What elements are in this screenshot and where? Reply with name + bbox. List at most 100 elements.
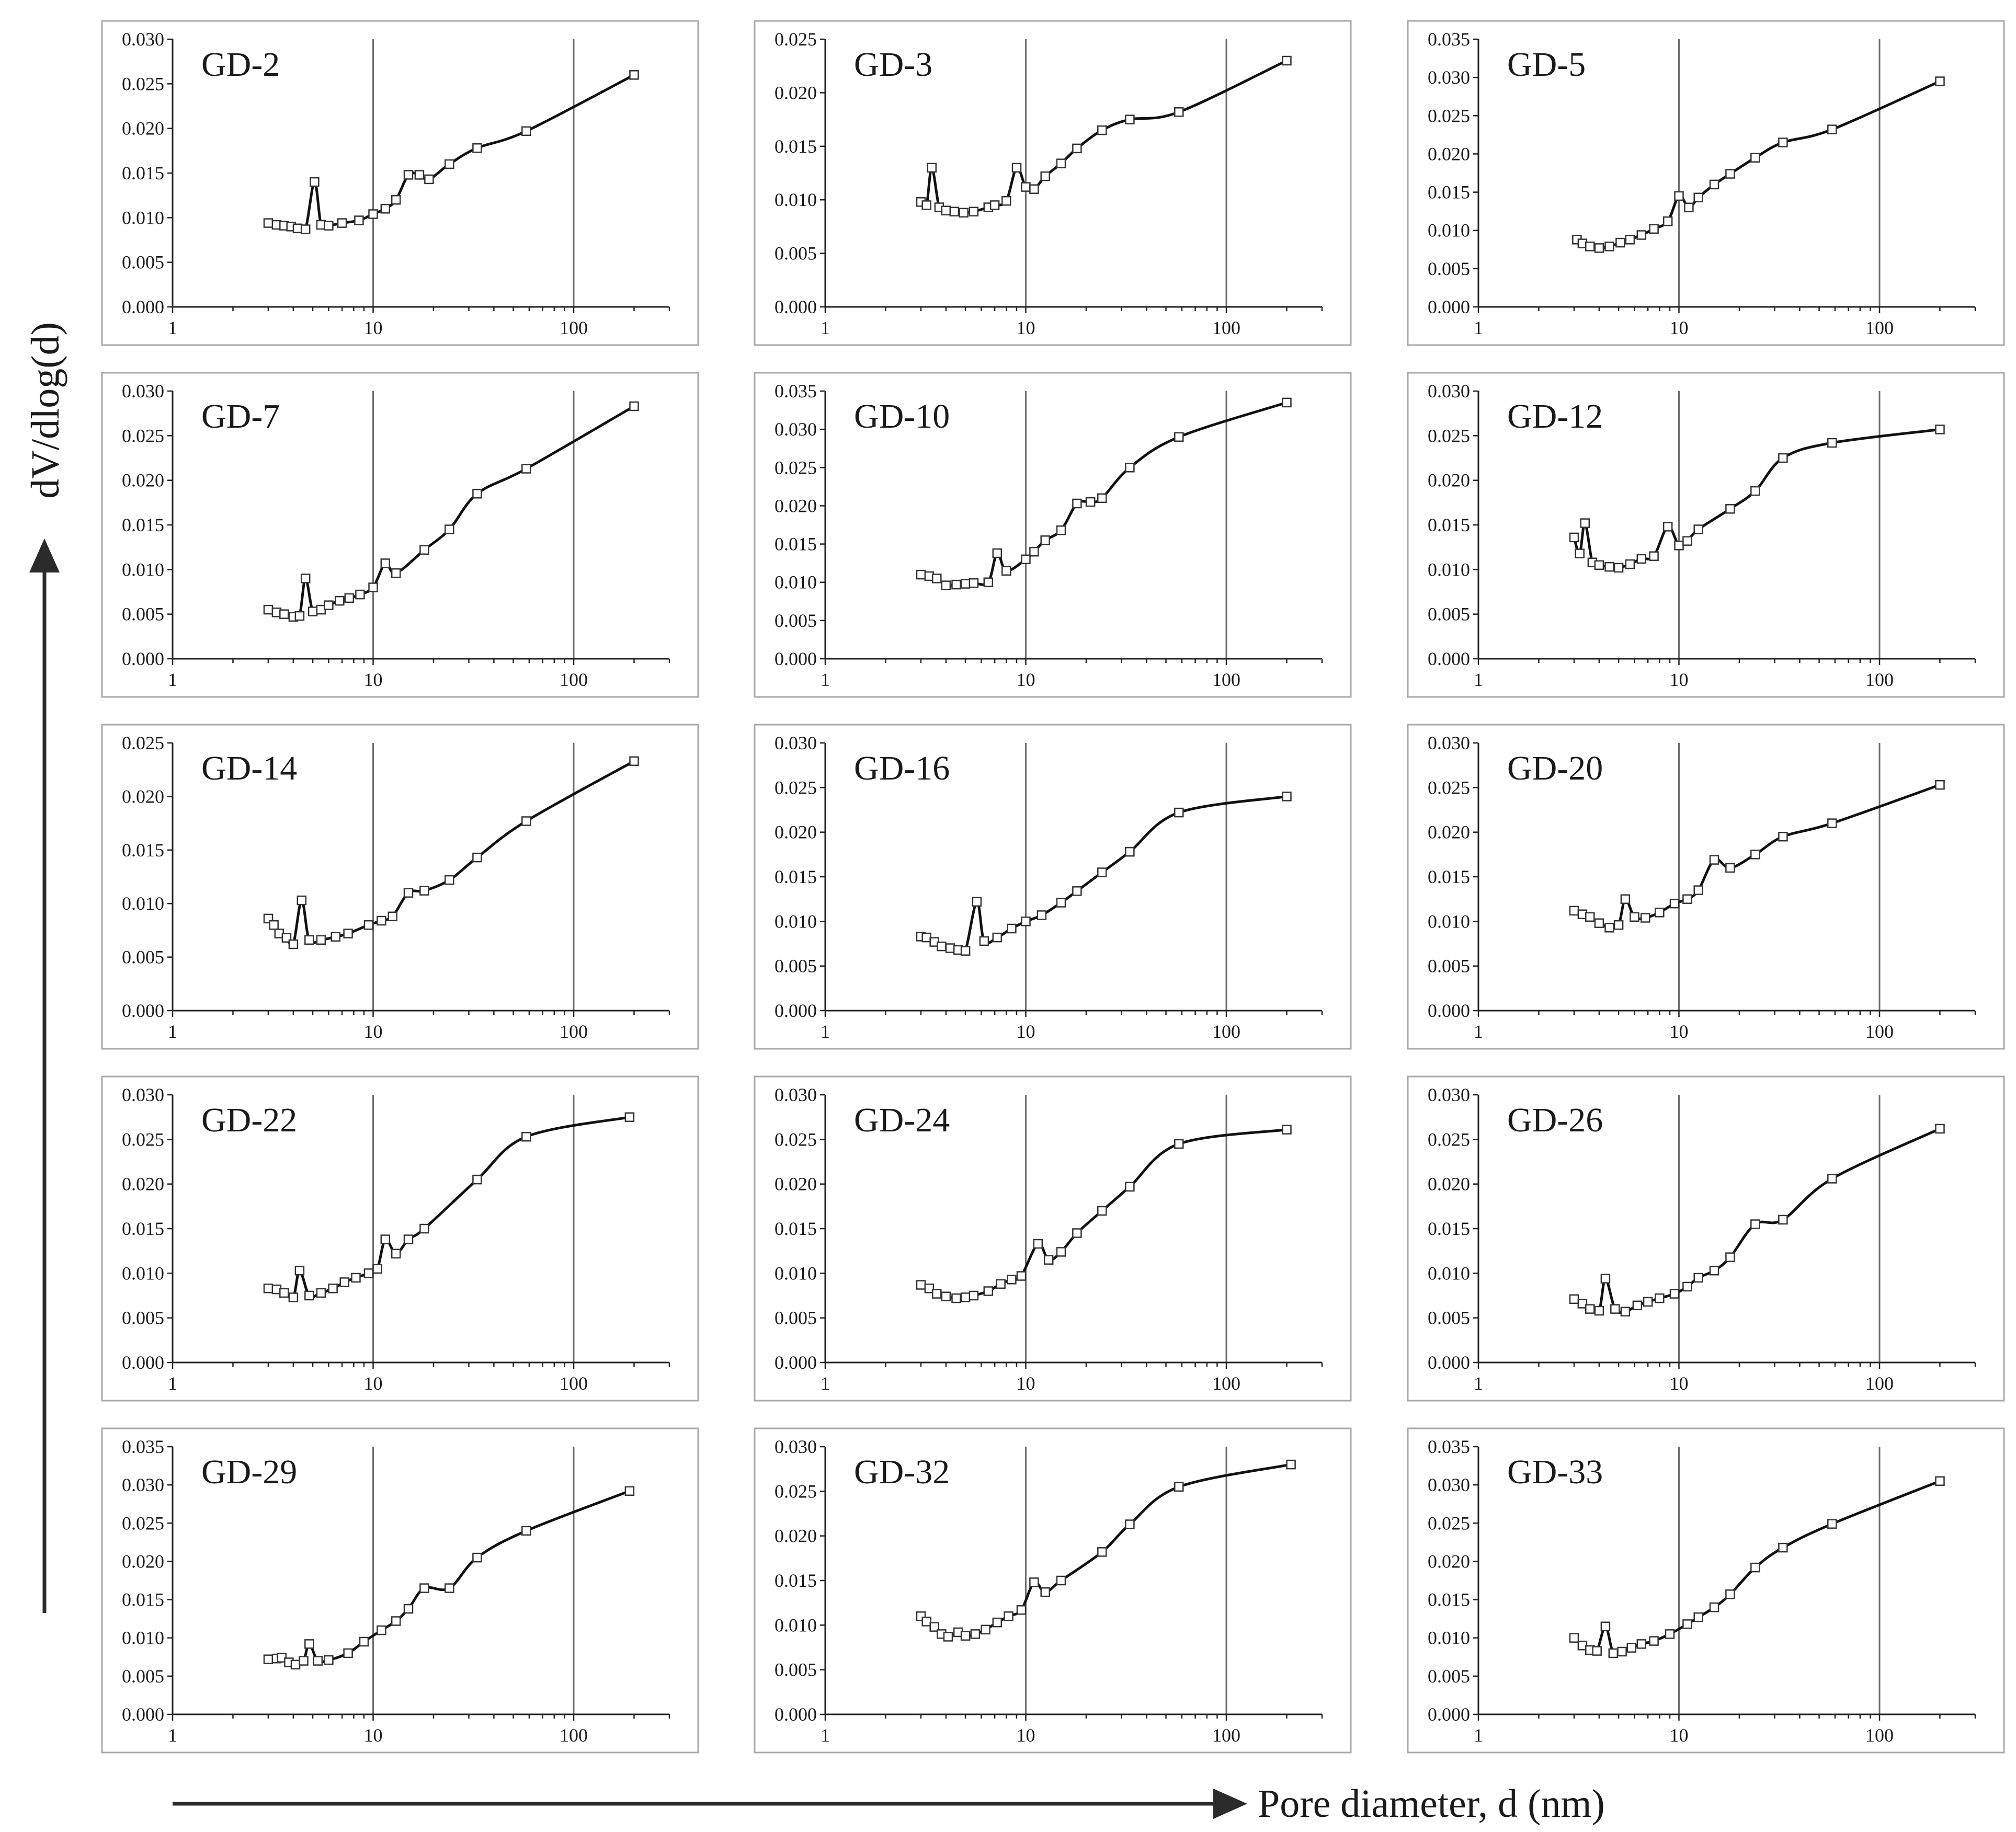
- x-tick-label: 10: [1017, 1725, 1035, 1746]
- data-point: [1125, 1182, 1135, 1192]
- panel-frame: [1407, 372, 2005, 698]
- data-point: [1056, 1247, 1066, 1257]
- data-point: [1029, 1577, 1039, 1587]
- y-tick-label: 0.015: [774, 1570, 817, 1591]
- data-point: [403, 1234, 414, 1244]
- y-tick-label: 0.015: [122, 514, 164, 535]
- data-point: [419, 1223, 429, 1234]
- data-point: [263, 604, 274, 615]
- y-tick-label: 0.015: [1428, 1218, 1470, 1239]
- data-point: [368, 209, 378, 219]
- panel-frame: [1407, 724, 2005, 1050]
- data-point: [1632, 1300, 1643, 1311]
- y-tick-label: 0.020: [1428, 143, 1470, 164]
- data-point: [1709, 1265, 1719, 1276]
- data-point: [1604, 242, 1614, 251]
- y-tick-label: 0.020: [1428, 1551, 1470, 1572]
- data-point: [1649, 551, 1659, 561]
- data-point: [1649, 224, 1659, 234]
- data-point: [1693, 1273, 1703, 1283]
- data-point: [951, 1293, 961, 1303]
- data-point: [1682, 894, 1692, 904]
- panel-gd-5: 0.000 0.005 0.010 0.015 0.020 0.025 0.030 0.035…: [1407, 20, 2005, 346]
- y-tick-label: 0.030: [774, 1084, 817, 1105]
- y-tick-label: 0.000: [774, 296, 817, 317]
- data-point: [1617, 1646, 1627, 1657]
- panel-gd-20: 0.000 0.005 0.010 0.015 0.020 0.025 0.030 1 10 10…: [1407, 724, 2005, 1050]
- data-point: [921, 200, 931, 210]
- panel-frame: [754, 1427, 1352, 1754]
- data-point: [279, 1288, 289, 1298]
- data-point: [419, 545, 429, 555]
- y-tick-label: 0.005: [774, 1308, 817, 1329]
- data-point: [1709, 1602, 1719, 1612]
- data-point: [269, 920, 279, 930]
- data-point: [1072, 498, 1082, 509]
- data-point: [1778, 1215, 1788, 1225]
- data-point: [949, 207, 960, 216]
- data-point: [960, 1292, 971, 1302]
- y-tick-label: 0.015: [774, 866, 817, 887]
- panel-title: GD-26: [1507, 1101, 1603, 1139]
- data-point: [983, 577, 994, 587]
- data-point: [1827, 818, 1837, 828]
- panel-title: GD-2: [201, 45, 280, 84]
- panel-gd-24: 0.000 0.005 0.010 0.015 0.020 0.025 0.030 1 10 10…: [754, 1075, 1352, 1402]
- data-point: [1655, 908, 1665, 918]
- x-tick-label: 100: [1212, 669, 1240, 690]
- data-point: [1286, 1459, 1296, 1470]
- data-point: [1604, 562, 1614, 572]
- data-point: [1037, 910, 1047, 920]
- data-point: [377, 915, 386, 926]
- data-point: [1125, 846, 1135, 857]
- y-tick-label: 0.010: [774, 911, 817, 932]
- panel-title: GD-22: [201, 1101, 297, 1139]
- panel-title: GD-12: [1507, 397, 1603, 436]
- data-point: [1935, 1476, 1945, 1486]
- y-tick-label: 0.025: [1428, 777, 1470, 798]
- data-point: [472, 489, 482, 499]
- x-tick-label: 1: [168, 1021, 177, 1042]
- data-point: [1750, 153, 1760, 163]
- panel-gd-16: 0.000 0.005 0.010 0.015 0.020 0.025 0.030 1 10 10…: [754, 724, 1352, 1050]
- y-tick-label: 0.000: [1428, 1352, 1470, 1373]
- data-point: [316, 935, 326, 945]
- data-point: [1072, 143, 1082, 154]
- data-point: [279, 609, 289, 619]
- data-point: [288, 1292, 299, 1302]
- y-tick-label: 0.025: [122, 732, 164, 753]
- data-point: [263, 1284, 274, 1293]
- data-point: [941, 1291, 951, 1301]
- data-point: [359, 1636, 369, 1647]
- y-tick-label: 0.005: [122, 1308, 164, 1329]
- data-point: [1029, 184, 1039, 194]
- x-tick-label: 1: [168, 1725, 177, 1746]
- panel-gd-10: 0.000 0.005 0.010 0.015 0.020 0.025 0.030 0.035…: [754, 372, 1352, 698]
- data-point: [1827, 124, 1837, 134]
- data-point: [368, 582, 378, 592]
- data-point: [924, 1284, 935, 1293]
- y-tick-label: 0.035: [774, 381, 817, 402]
- data-point: [1750, 1219, 1760, 1229]
- y-tick-label: 0.025: [1428, 425, 1470, 446]
- data-point: [929, 1622, 939, 1632]
- y-tick-label: 0.005: [122, 1666, 164, 1687]
- data-point: [1594, 243, 1604, 253]
- data-point: [972, 897, 982, 907]
- data-point: [1709, 179, 1719, 190]
- y-tick-label: 0.010: [122, 1263, 164, 1284]
- data-point: [1613, 920, 1624, 930]
- data-point: [294, 1265, 305, 1276]
- data-point: [1016, 1605, 1027, 1615]
- data-point: [916, 569, 926, 580]
- data-point: [1016, 1271, 1027, 1281]
- y-tick-label: 0.005: [1428, 258, 1470, 279]
- x-tick-label: 1: [821, 1725, 830, 1746]
- x-tick-label: 1: [168, 669, 177, 690]
- data-point: [1778, 831, 1788, 842]
- data-point: [932, 574, 942, 583]
- data-point: [1630, 912, 1639, 922]
- y-tick-label: 0.020: [774, 1174, 817, 1195]
- data-point: [304, 1290, 314, 1301]
